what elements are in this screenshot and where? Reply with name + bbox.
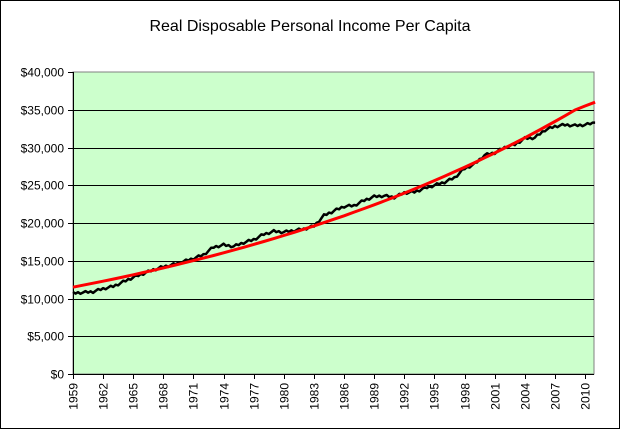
y-tick-label: $25,000 (21, 179, 65, 193)
y-tick-label: $0 (51, 368, 65, 382)
trend-line (72, 100, 596, 289)
y-tick-label: $10,000 (21, 293, 65, 307)
x-tick-label: 1977 (248, 383, 262, 410)
x-tick-label: 1971 (187, 383, 201, 410)
x-tick-label: 1983 (308, 383, 322, 410)
x-tick-label: 1998 (459, 383, 473, 410)
x-axis: 1959 1962 1965 1968 1971 1974 1977 1980 1983 1986… (67, 374, 594, 410)
chart-title: Real Disposable Personal Income Per Capi… (149, 18, 471, 35)
x-tick-label: 1965 (127, 383, 141, 410)
x-tick-label: 1959 (67, 383, 81, 410)
y-tick-label: $15,000 (21, 255, 65, 269)
x-tick-label: 1968 (157, 383, 171, 410)
y-tick-label: $35,000 (21, 104, 65, 118)
x-tick-label: 1980 (278, 383, 292, 410)
x-tick-label: 2010 (579, 383, 593, 410)
x-tick-label: 1992 (398, 383, 412, 410)
x-tick-label: 1974 (218, 383, 232, 410)
x-tick-label: 1962 (97, 383, 111, 410)
y-axis: $0 $5,000 $10,000 $15,000 $20,000 $25,000 $30,… (21, 66, 74, 382)
x-tick-label: 1989 (368, 383, 382, 410)
y-tick-label: $20,000 (21, 217, 65, 231)
x-tick-label: 2001 (489, 383, 503, 410)
y-tick-label: $40,000 (21, 66, 65, 80)
x-tick-label: 2004 (519, 383, 533, 410)
x-tick-label: 1986 (338, 383, 352, 410)
series-lines (72, 100, 596, 296)
y-tick-label: $30,000 (21, 142, 65, 156)
y-tick-label: $5,000 (27, 330, 64, 344)
x-tick-label: 1995 (428, 383, 442, 410)
x-tick-label: 2007 (549, 383, 563, 410)
